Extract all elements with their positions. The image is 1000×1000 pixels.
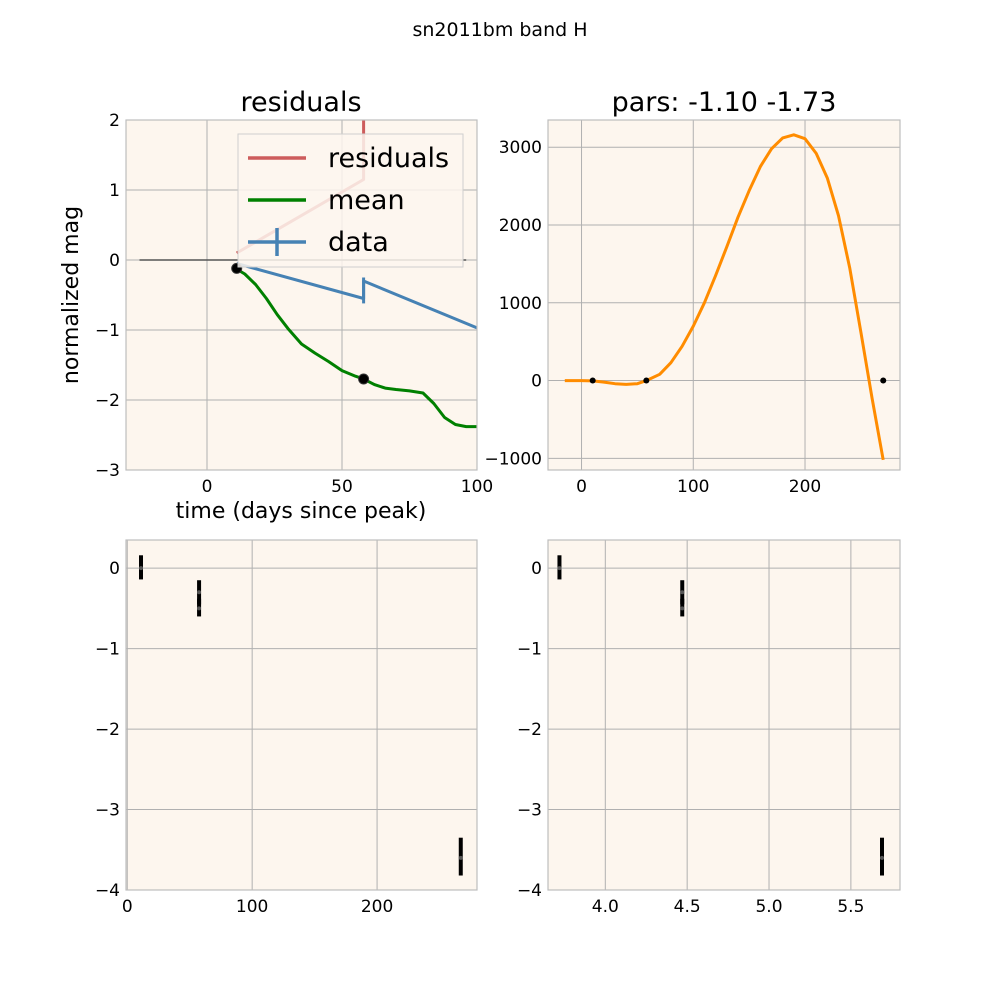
data-point [880,377,887,384]
x-tick-label: 100 [461,477,493,497]
residuals-panel-xlabel: time (days since peak) [176,499,427,524]
y-tick-label: 1000 [499,294,542,314]
x-tick-label: 200 [361,897,393,917]
errorbar-point [197,606,202,611]
data-time-panel: 0 100 200 0 −1 −2 −3 −4 [95,539,478,917]
y-tick-label: −1 [95,321,120,341]
axes-frame [547,539,901,891]
plot-marks [557,555,884,876]
pars-panel-title: pars: -1.10 -1.73 [612,87,837,118]
y-tick-label: −2 [517,720,542,740]
y-tick-label: −1000 [484,449,542,469]
y-tick-label: 2000 [499,216,542,236]
y-tick-label: 3000 [499,138,542,158]
x-tick-label: 4.5 [674,897,701,917]
plot-area [126,540,477,890]
pars-panel: pars: -1.10 -1.73 0 100 200 3000 2000 1000 0 −1… [484,87,901,497]
mean-legend-label: mean [328,185,405,216]
plot-marks [138,555,463,876]
x-tick-label: 4.0 [592,897,619,917]
figure-suptitle: sn2011bm band H [412,19,587,41]
y-tick-label: −2 [95,720,120,740]
y-tick-label: −2 [95,391,120,411]
data-point [589,377,596,384]
plot-area [548,120,900,470]
y-tick-label: 1 [109,181,120,201]
y-tick-label: −4 [517,881,542,901]
plot-area [548,540,900,890]
y-tick-label: 0 [109,559,120,579]
residuals-panel-title: residuals [240,87,361,118]
y-tick-label: −4 [95,881,120,901]
data-legend-label: data [328,227,389,258]
series-line [564,133,885,461]
residuals-panel: residuals time (days since peak) normali… [59,87,493,524]
data-logtime-panel: 4.0 4.5 5.0 5.5 0 −1 −2 −3 −4 [517,539,901,917]
y-tick-label: −1 [95,640,120,660]
x-tick-label: 5.5 [837,897,864,917]
x-tick-label: 50 [331,477,353,497]
axes-frame [125,119,478,471]
x-tick-label: 0 [576,477,587,497]
y-tick-label: 0 [531,559,542,579]
x-tick-label: 100 [677,477,709,497]
errorbar-point [138,566,143,571]
errorbar-point [557,566,562,571]
y-tick-label: 0 [531,372,542,392]
x-tick-label: 0 [202,477,213,497]
data-point [643,377,650,384]
errorbar-point [680,606,685,611]
x-tick-label: 5.0 [755,897,782,917]
errorbar-point [197,590,202,595]
y-tick-label: 0 [109,251,120,271]
residuals-legend-label: residuals [328,143,449,174]
residuals-panel-ylabel: normalized mag [59,206,84,384]
legend: residuals mean data [237,133,464,268]
errorbar-point [680,590,685,595]
x-tick-label: 0 [122,897,133,917]
y-tick-label: −3 [517,801,542,821]
y-tick-label: −1 [517,640,542,660]
axes-frame [125,539,478,891]
y-tick-label: −3 [95,461,120,481]
axes-frame [547,119,901,471]
data-point [358,373,370,385]
errorbar-point [458,855,463,860]
y-tick-label: −3 [95,801,120,821]
errorbar-point [879,855,884,860]
y-tick-label: 2 [109,111,120,131]
plot-marks [564,133,887,461]
x-tick-label: 100 [236,897,268,917]
x-tick-label: 200 [789,477,821,497]
